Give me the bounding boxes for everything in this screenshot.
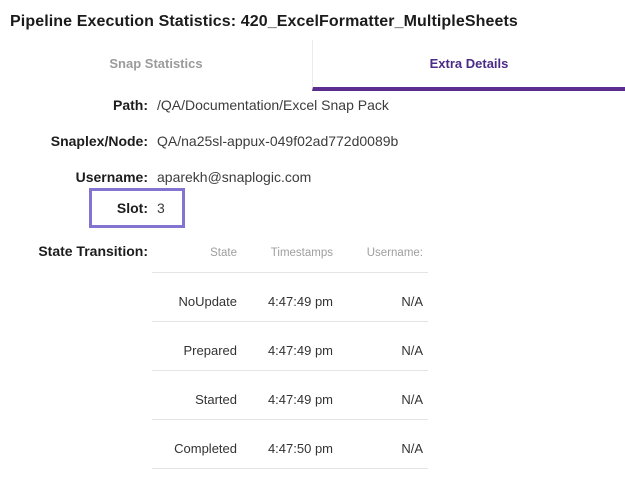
username-cell: N/A (333, 369, 428, 419)
column-header-timestamps: Timestamps (270, 246, 333, 259)
username-value: aparekh@snaplogic.com (157, 168, 312, 185)
state-cell: Completed (152, 418, 237, 469)
table-row: Started 4:47:49 pm N/A (152, 369, 428, 419)
tab-extra-details[interactable]: Extra Details (312, 40, 625, 91)
details-fields: Path: /QA/Documentation/Excel Snap Pack … (0, 95, 625, 228)
snaplex-node-value: QA/na25sl-appux-049f02ad772d0089b (157, 132, 399, 149)
field-row-snaplex-node: Snaplex/Node: QA/na25sl-appux-049f02ad77… (0, 131, 625, 150)
field-row-slot: Slot: 3 (0, 188, 625, 228)
username-cell: N/A (333, 418, 428, 469)
slot-value: 3 (157, 200, 165, 216)
tab-bar: Snap Statistics Extra Details (0, 40, 625, 91)
path-label: Path: (113, 96, 148, 113)
path-value: /QA/Documentation/Excel Snap Pack (157, 96, 389, 113)
slot-label: Slot: (116, 200, 148, 216)
table-row: NoUpdate 4:47:49 pm N/A (152, 271, 428, 321)
username-cell: N/A (333, 320, 428, 370)
state-cell: Prepared (152, 320, 237, 370)
page-title: Pipeline Execution Statistics: 420_Excel… (10, 13, 518, 30)
field-row-username: Username: aparekh@snaplogic.com (0, 167, 625, 186)
tab-snap-statistics[interactable]: Snap Statistics (109, 56, 203, 71)
state-transition-section: State Transition: State Timestamps Usern… (0, 240, 625, 469)
state-transition-label: State Transition: (38, 243, 148, 259)
timestamp-cell: 4:47:49 pm (237, 320, 333, 370)
username-cell: N/A (333, 271, 428, 321)
timestamp-cell: 4:47:49 pm (237, 369, 333, 419)
field-row-path: Path: /QA/Documentation/Excel Snap Pack (0, 95, 625, 114)
timestamp-cell: 4:47:50 pm (237, 418, 333, 469)
snaplex-node-label: Snaplex/Node: (50, 132, 148, 149)
table-header-row: State Timestamps Username: (152, 240, 428, 272)
username-label: Username: (75, 168, 148, 185)
slot-highlight-box: Slot: 3 (89, 188, 185, 228)
table-row: Prepared 4:47:49 pm N/A (152, 320, 428, 370)
state-transition-table: State Timestamps Username: NoUpdate 4:47… (152, 240, 428, 469)
table-row: Completed 4:47:50 pm N/A (152, 418, 428, 469)
column-header-username: Username: (366, 246, 423, 259)
timestamp-cell: 4:47:49 pm (237, 271, 333, 321)
state-cell: Started (152, 369, 237, 419)
state-cell: NoUpdate (152, 271, 237, 321)
column-header-state: State (210, 246, 237, 259)
